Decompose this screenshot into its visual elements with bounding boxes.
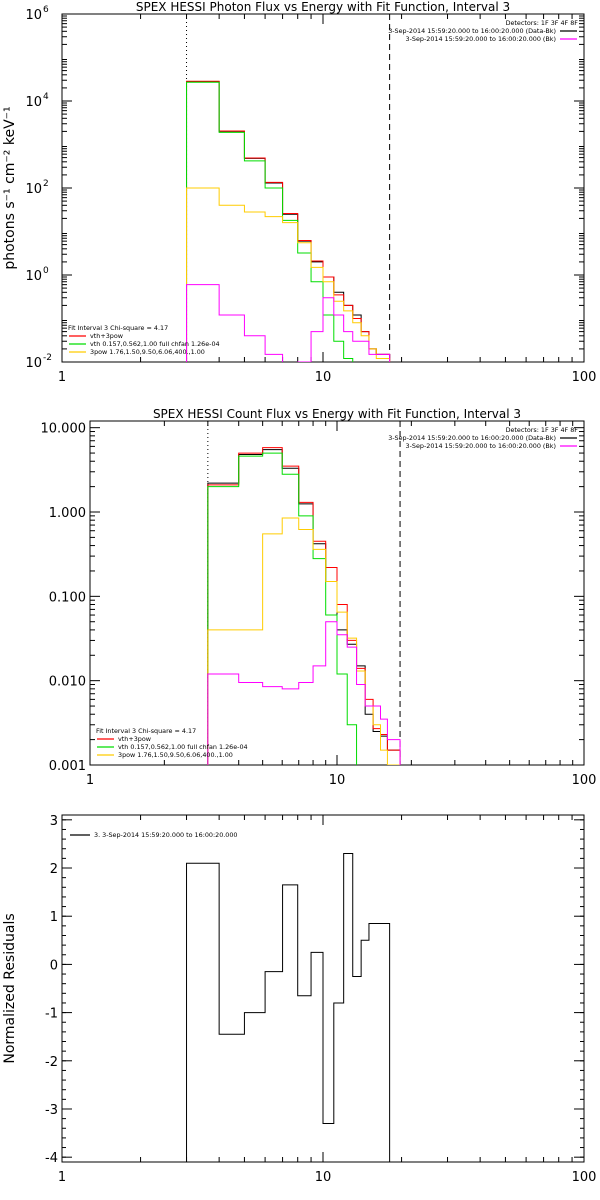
- x-tick-label: 10: [315, 370, 332, 385]
- legend-entry-text: 3pow 1.76,1.50,9.50,6.06,400.,1.00: [118, 751, 233, 759]
- legend-entry-text: 3-Sep-2014 15:59:20.000 to 16:00:20.000 …: [406, 35, 556, 43]
- y-tick-label: -3: [45, 1103, 58, 1118]
- legend-entry-text: 3-Sep-2014 15:59:20.000 to 16:00:20.000 …: [406, 442, 556, 450]
- y-tick-label-base: 10: [25, 356, 42, 371]
- legend-entry-text: Fit Interval 3 Chi-square = 4.17: [96, 727, 196, 735]
- y-tick-label-base: 10: [25, 182, 42, 197]
- x-tick-label: 10: [315, 1170, 332, 1185]
- legend-entry-text: Detectors: 1F 3F 4F 8F: [506, 19, 579, 27]
- y-tick-label: 10: [25, 356, 42, 371]
- y-tick-label: 10: [25, 8, 42, 23]
- y-tick-label-exponent: 6: [43, 5, 49, 15]
- y-tick-label-exponent: 0: [43, 266, 49, 276]
- y-tick-label: -1: [45, 1007, 58, 1022]
- y-tick-label: 10.000: [41, 422, 87, 437]
- series-line-4: [207, 621, 401, 765]
- legend-entry-text: vth+3pow: [118, 735, 151, 743]
- series-line-2: [186, 81, 354, 362]
- x-tick-label: 10: [329, 773, 346, 788]
- y-tick-label: 2: [50, 862, 58, 877]
- series-line-0: [207, 449, 401, 765]
- y-axis-label: photons s⁻¹ cm⁻² keV⁻¹: [2, 106, 18, 269]
- y-tick-label: -2: [45, 1055, 58, 1070]
- y-tick-label: -4: [45, 1151, 58, 1166]
- chart-title: SPEX HESSI Count Flux vs Energy with Fit…: [153, 407, 521, 421]
- y-tick-label: 0.001: [49, 759, 86, 774]
- series-line-1: [186, 80, 391, 362]
- series-line-0: [186, 81, 391, 362]
- x-tick-label: 1: [58, 1170, 66, 1185]
- series-line-4: [186, 284, 391, 362]
- y-axis-label: Normalized Residuals: [2, 913, 18, 1063]
- chart-title: SPEX HESSI Photon Flux vs Energy with Fi…: [136, 0, 510, 14]
- x-tick-label: 1: [86, 773, 94, 788]
- y-tick-label-exponent: 2: [43, 179, 49, 189]
- x-tick-label: 100: [572, 773, 597, 788]
- legend-entry-text: vth 0.157,0.562,1.00 full chfan 1.26e-04: [118, 743, 248, 751]
- legend-entry-text: vth 0.157,0.562,1.00 full chfan 1.26e-04: [90, 340, 220, 348]
- y-tick-label-base: 10: [25, 269, 42, 284]
- series-line-3: [186, 187, 391, 362]
- legend-entry-text: Detectors: 1F 3F 4F 8F: [506, 426, 579, 434]
- legend-entry-text: 3pow 1.76,1.50,9.50,6.06,400.,1.00: [90, 348, 205, 356]
- series-line-2: [207, 452, 358, 765]
- legend-entry-text: 3-Sep-2014 15:59:20.000 to 16:00:20.000 …: [388, 434, 556, 442]
- y-tick-label: 0: [50, 958, 58, 973]
- series-line-1: [207, 447, 401, 765]
- y-tick-label: 0.010: [49, 675, 86, 690]
- legend-entry-text: 3. 3-Sep-2014 15:59:20.000 to 16:00:20.0…: [94, 831, 238, 839]
- y-tick-label-base: 10: [25, 8, 42, 23]
- y-tick-label: 0.100: [49, 590, 86, 605]
- y-tick-label: 10: [25, 182, 42, 197]
- y-tick-label-exponent: -2: [43, 353, 52, 363]
- y-tick-label: 10: [25, 95, 42, 110]
- legend-entry-text: vth+3pow: [90, 332, 123, 340]
- legend-entry-text: 3-Sep-2014 15:59:20.000 to 16:00:20.000 …: [388, 27, 556, 35]
- y-tick-label: 1.000: [49, 506, 86, 521]
- y-tick-label-exponent: 4: [43, 92, 49, 102]
- y-tick-label-base: 10: [25, 95, 42, 110]
- y-tick-label: 3: [50, 814, 58, 829]
- series-line-0: [186, 853, 391, 1162]
- x-tick-label: 1: [58, 370, 66, 385]
- x-tick-label: 100: [572, 1170, 597, 1185]
- series-line-3: [207, 517, 401, 765]
- legend-entry-text: Fit Interval 3 Chi-square = 4.17: [68, 324, 168, 332]
- x-tick-label: 100: [572, 370, 597, 385]
- y-tick-label: 10: [25, 269, 42, 284]
- y-tick-label: 1: [50, 910, 58, 925]
